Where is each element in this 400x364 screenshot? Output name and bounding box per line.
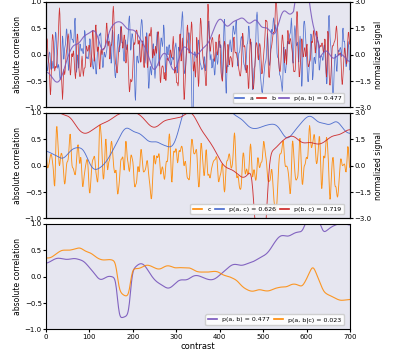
Y-axis label: absolute correlation: absolute correlation bbox=[13, 16, 22, 93]
X-axis label: contrast: contrast bbox=[181, 343, 215, 351]
Legend: p(a, b) = 0.477, p(a, b|c) = 0.023: p(a, b) = 0.477, p(a, b|c) = 0.023 bbox=[205, 314, 344, 325]
Y-axis label: absolute correlation: absolute correlation bbox=[13, 127, 22, 204]
Y-axis label: normalized signal: normalized signal bbox=[374, 20, 383, 89]
Legend: a, b, p(a, b) = 0.477: a, b, p(a, b) = 0.477 bbox=[232, 93, 344, 103]
Y-axis label: absolute correlation: absolute correlation bbox=[13, 238, 22, 315]
Y-axis label: normalized signal: normalized signal bbox=[374, 131, 383, 200]
Legend: c, p(a, c) = 0.626, p(b, c) = 0.719: c, p(a, c) = 0.626, p(b, c) = 0.719 bbox=[190, 204, 344, 214]
